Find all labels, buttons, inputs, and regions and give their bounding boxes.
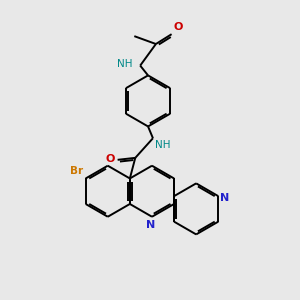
Text: N: N (146, 220, 156, 230)
Text: NH: NH (117, 58, 132, 69)
Text: O: O (105, 154, 115, 164)
Text: NH: NH (155, 140, 170, 150)
Text: O: O (174, 22, 183, 32)
Text: Br: Br (70, 167, 83, 176)
Text: N: N (220, 193, 230, 203)
